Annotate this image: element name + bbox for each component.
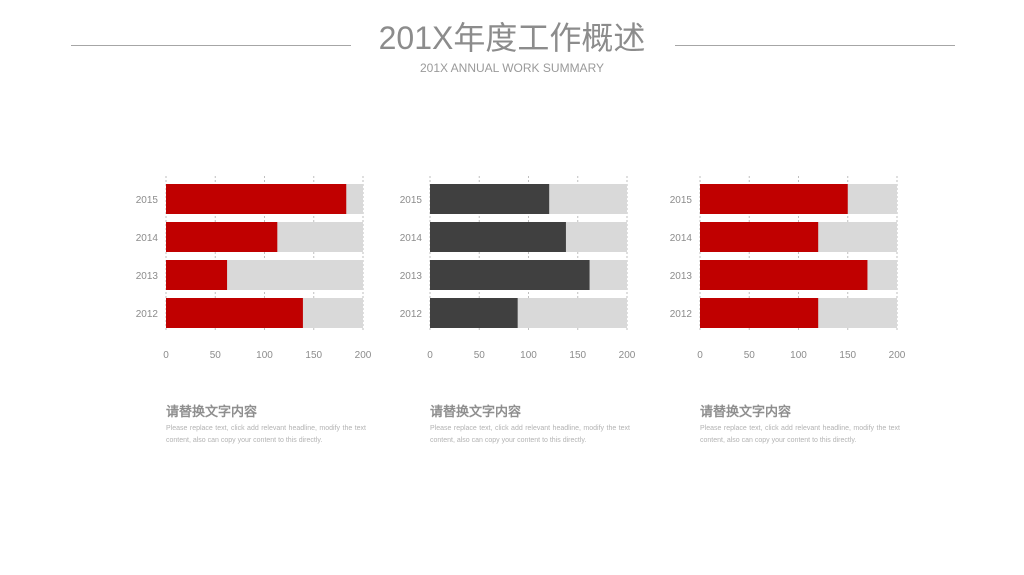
- bar-2012: [430, 298, 518, 328]
- bar-2012: [700, 298, 819, 328]
- bar-chart-1: 2015 2014 2013 2012 0 50 100 150 200: [136, 176, 372, 361]
- chart-panel-1: 2015 2014 2013 2012 0 50 100 150 200 请替换文字内容 Ple…: [130, 170, 400, 470]
- caption-title-3: 请替换文字内容: [700, 404, 792, 419]
- slide-header: 201X年度工作概述 201X ANNUAL WORK SUMMARY: [0, 0, 1024, 90]
- caption-title-1: 请替换文字内容: [166, 404, 258, 419]
- bar-2013: [166, 260, 228, 290]
- category-label-2013: 2013: [136, 271, 159, 282]
- bar-chart-3: 2015 2014 2013 2012 0 50 100 150 200: [670, 176, 906, 361]
- bar-2015: [700, 184, 848, 214]
- category-label-2013: 2013: [400, 271, 423, 282]
- bar-2014: [430, 222, 566, 252]
- bar-2013: [430, 260, 590, 290]
- category-label-2015: 2015: [670, 195, 693, 206]
- x-tick-label-150: 150: [839, 350, 856, 361]
- category-label-2012: 2012: [136, 309, 159, 320]
- x-tick-label-150: 150: [305, 350, 322, 361]
- caption-title-2: 请替换文字内容: [430, 404, 522, 419]
- x-tick-label-0: 0: [427, 350, 433, 361]
- caption-text-1: Please replace text, click add relevant …: [166, 425, 366, 444]
- x-tick-label-150: 150: [569, 350, 586, 361]
- category-label-2015: 2015: [136, 195, 159, 206]
- x-tick-label-200: 200: [889, 350, 906, 361]
- bar-2014: [700, 222, 819, 252]
- x-tick-label-200: 200: [619, 350, 636, 361]
- bar-2013: [700, 260, 868, 290]
- x-tick-label-50: 50: [744, 350, 756, 361]
- category-label-2014: 2014: [136, 233, 159, 244]
- category-label-2014: 2014: [670, 233, 693, 244]
- page-title: 201X年度工作概述: [378, 20, 646, 56]
- bar-2014: [166, 222, 278, 252]
- x-tick-label-0: 0: [697, 350, 703, 361]
- page-subtitle: 201X ANNUAL WORK SUMMARY: [419, 61, 605, 75]
- caption-text-3: Please replace text, click add relevant …: [700, 425, 900, 444]
- category-label-2015: 2015: [400, 195, 423, 206]
- category-label-2012: 2012: [670, 309, 693, 320]
- chart-panel-2: 2015 2014 2013 2012 0 50 100 150 200 请替换文字内容 Ple…: [394, 170, 664, 470]
- x-tick-label-50: 50: [474, 350, 486, 361]
- x-tick-label-50: 50: [210, 350, 222, 361]
- header-rule-left: [71, 45, 351, 46]
- x-tick-label-100: 100: [520, 350, 537, 361]
- x-tick-label-0: 0: [163, 350, 169, 361]
- bar-2015: [430, 184, 550, 214]
- bar-chart-2: 2015 2014 2013 2012 0 50 100 150 200: [400, 176, 636, 361]
- chart-panel-3: 2015 2014 2013 2012 0 50 100 150 200 请替换文字内容 Ple…: [664, 170, 934, 470]
- category-label-2013: 2013: [670, 271, 693, 282]
- x-tick-label-100: 100: [256, 350, 273, 361]
- x-tick-label-200: 200: [355, 350, 372, 361]
- bar-2015: [166, 184, 347, 214]
- header-rule-right: [675, 45, 955, 46]
- caption-text-2: Please replace text, click add relevant …: [430, 425, 630, 444]
- category-label-2014: 2014: [400, 233, 423, 244]
- category-label-2012: 2012: [400, 309, 423, 320]
- bar-2012: [166, 298, 303, 328]
- x-tick-label-100: 100: [790, 350, 807, 361]
